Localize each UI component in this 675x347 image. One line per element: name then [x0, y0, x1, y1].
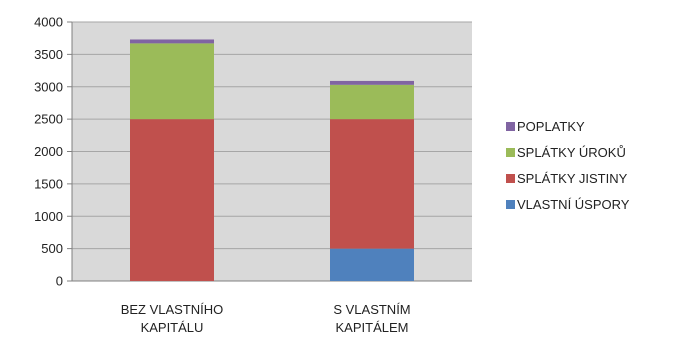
y-tick-label: 1500: [34, 176, 63, 191]
legend-swatch: [506, 200, 515, 209]
x-category-label: KAPITÁLEM: [336, 320, 409, 335]
bar-segment-1-0: [330, 248, 414, 281]
y-tick-label: 4000: [34, 15, 63, 30]
y-tick-label: 2500: [34, 112, 63, 127]
y-tick-label: 500: [41, 241, 63, 256]
legend-swatch: [506, 148, 515, 157]
legend-label: SPLÁTKY JISTINY: [517, 171, 628, 186]
y-axis-ticks: 0 500 1000 1500 2000 2500 3000 3500 4000: [34, 15, 63, 289]
legend-label: SPLÁTKY ÚROKŮ: [517, 145, 626, 160]
y-tick-label: 1000: [34, 209, 63, 224]
bar-segment-0-3: [130, 39, 214, 44]
y-tick-label: 3000: [34, 79, 63, 94]
bar-segment-1-1: [330, 119, 414, 249]
bars: [130, 39, 414, 281]
x-category-label: S VLASTNÍM: [333, 302, 410, 317]
legend: POPLATKY SPLÁTKY ÚROKŮ SPLÁTKY JISTINY VLAS…: [506, 119, 630, 212]
x-category-label: BEZ VLASTNÍHO: [121, 302, 224, 317]
y-tick-label: 2000: [34, 144, 63, 159]
x-axis-categories: BEZ VLASTNÍHO KAPITÁLU S VLASTNÍM KAPITÁLEM: [121, 302, 411, 335]
y-tick-label: 0: [56, 274, 63, 289]
bar-segment-1-3: [330, 80, 414, 85]
bar-segment-0-2: [130, 43, 214, 120]
legend-swatch: [506, 174, 515, 183]
bar-segment-0-1: [130, 119, 214, 281]
x-category-label: KAPITÁLU: [141, 320, 204, 335]
y-tick-label: 3500: [34, 47, 63, 62]
legend-label: POPLATKY: [517, 119, 585, 134]
legend-swatch: [506, 122, 515, 131]
bar-segment-1-2: [330, 84, 414, 120]
legend-label: VLASTNÍ ÚSPORY: [517, 197, 630, 212]
